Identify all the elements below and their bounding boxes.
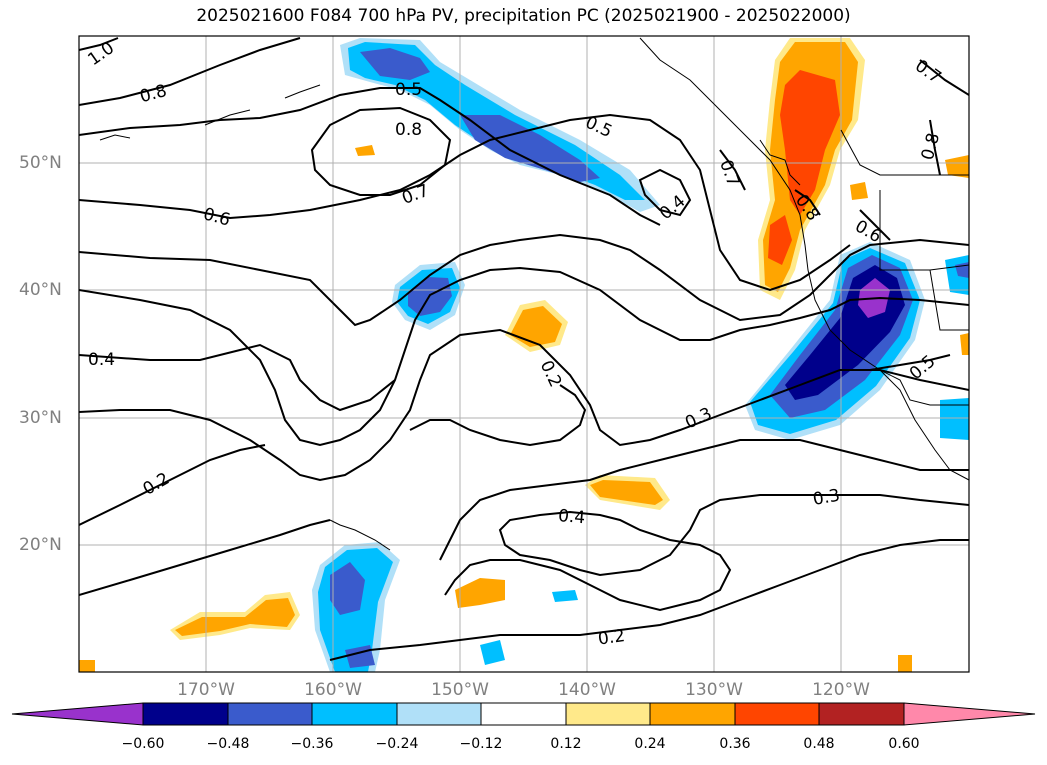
colorbar-tick-label: −0.48 (206, 736, 250, 752)
contour-label: 0.4 (88, 350, 115, 370)
colorbar-bin (311, 702, 398, 726)
colorbar-tick-label: −0.12 (459, 736, 503, 752)
map-plot-area (79, 36, 969, 672)
contour-label: 0.2 (597, 626, 627, 650)
contour-label: 0.4 (557, 506, 586, 528)
colorbar-bin (565, 702, 651, 726)
lon-label: 170°W (177, 680, 235, 700)
colorbar-tick-label: −0.36 (290, 736, 334, 752)
colorbar-tick-label: 0.36 (719, 736, 751, 752)
lon-label: 160°W (304, 680, 362, 700)
colorbar-bin (649, 702, 736, 726)
coastlines (99, 37, 969, 551)
lat-label: 40°N (19, 280, 62, 300)
colorbar-bin (734, 702, 820, 726)
contour-label: 0.8 (395, 120, 422, 140)
colorbar-tick-label: −0.24 (375, 736, 419, 752)
colorbar-tick-label: 0.12 (550, 736, 582, 752)
colorbar (11, 702, 1036, 726)
lon-label: 140°W (558, 680, 616, 700)
lon-label: 130°W (685, 680, 743, 700)
pv-contours (79, 37, 969, 661)
contour-label: 0.5 (395, 80, 422, 100)
colorbar-tick-label: 0.24 (634, 736, 666, 752)
map-gridlines (79, 36, 969, 672)
colorbar-bin (396, 702, 482, 726)
colorbar-bin (142, 702, 229, 726)
colorbar-extend-high (903, 702, 1036, 726)
map-title: 2025021600 F084 700 hPa PV, precipitatio… (196, 6, 851, 26)
colorbar-bin (818, 702, 905, 726)
colorbar-tick-label: −0.60 (121, 736, 165, 752)
positive-pc-shading (79, 38, 969, 672)
colorbar-tick-label: 0.48 (803, 736, 835, 752)
lat-label: 20°N (19, 535, 62, 555)
colorbar-bin (227, 702, 313, 726)
lon-label: 120°W (812, 680, 870, 700)
map-frame (78, 35, 970, 673)
colorbar-bin (480, 702, 567, 726)
contour-label: 0.3 (811, 486, 841, 510)
colorbar-extend-low (11, 702, 144, 726)
lat-label: 50°N (19, 153, 62, 173)
lon-label: 150°W (431, 680, 489, 700)
lat-label: 30°N (19, 408, 62, 428)
colorbar-tick-label: 0.60 (888, 736, 920, 752)
